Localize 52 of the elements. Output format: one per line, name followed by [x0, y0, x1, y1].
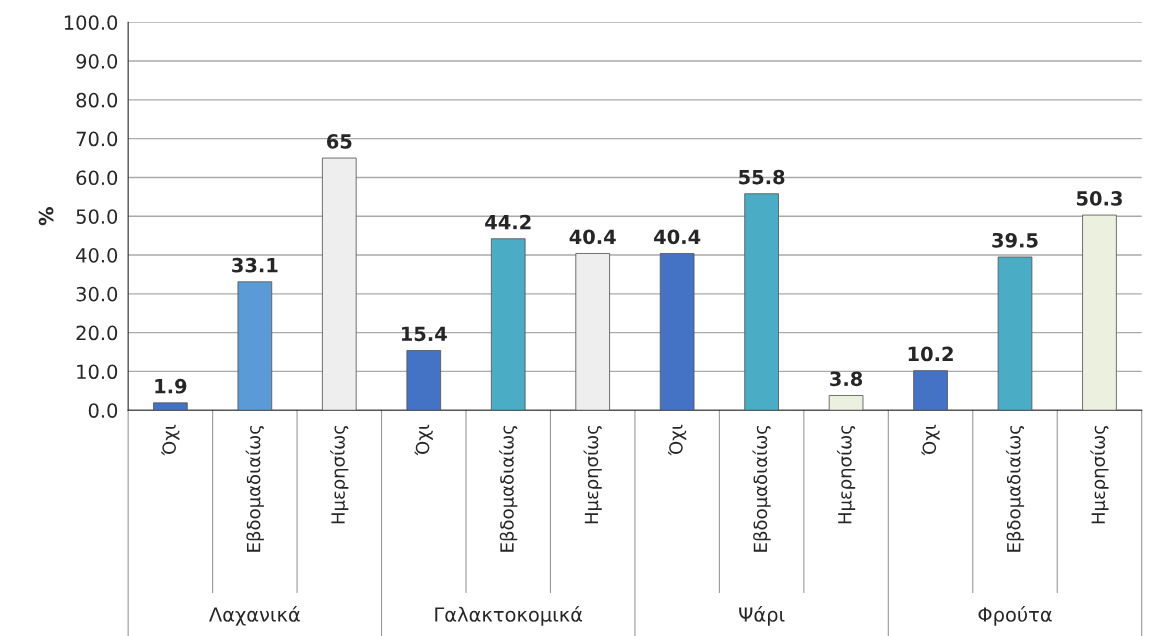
y-tick-label: 90.0	[76, 54, 118, 69]
bar	[1082, 214, 1117, 411]
y-tick-label: 40.0	[76, 247, 118, 263]
x-tick-label: Εβδομαδιαίως	[245, 425, 264, 552]
x-tick-label: Ημερησίως	[583, 425, 602, 524]
y-tick-label: 100.0	[64, 15, 118, 30]
y-tick-label: 60.0	[76, 170, 118, 186]
y-tick-label: 50.0	[76, 209, 118, 224]
x-tick-label: Εβδομαδιαίως	[752, 425, 771, 552]
data-label: 10.2	[908, 346, 953, 362]
data-label: 39.5	[992, 232, 1038, 248]
bar	[406, 350, 442, 411]
bar	[490, 238, 526, 411]
data-label: 65	[326, 134, 352, 149]
y-tick-label: 10.0	[77, 364, 118, 380]
bar	[659, 253, 695, 411]
y-tick-label: 30.0	[76, 286, 118, 302]
bar	[828, 395, 864, 411]
x-tick-label: Όχι	[921, 424, 940, 456]
bar	[744, 193, 779, 411]
y-tick-label: 80.0	[76, 92, 118, 108]
bar	[321, 157, 357, 411]
y-axis-title: %	[38, 207, 54, 226]
bar	[575, 253, 611, 411]
bar	[997, 256, 1033, 411]
y-tick-label: 70.0	[76, 131, 118, 147]
data-label: 33.1	[232, 257, 278, 273]
text: Γαλακτοκομικά	[435, 606, 583, 626]
y-tick-label: 0.0	[88, 403, 118, 418]
x-tick-label: Εβδομαδιαίως	[499, 425, 518, 552]
data-label: 55.8	[739, 169, 785, 185]
bar	[153, 402, 188, 411]
data-label: 15.4	[401, 326, 447, 342]
data-label: 40.4	[569, 229, 616, 245]
x-tick-label: Ημερησίως	[1090, 425, 1109, 524]
text: Φρούτα	[978, 606, 1052, 626]
data-label: 50.3	[1076, 191, 1122, 206]
y-tick-label: 20.0	[76, 325, 118, 341]
data-label: 44.2	[485, 214, 531, 230]
data-label: 40.4	[654, 229, 701, 245]
bar	[913, 370, 948, 411]
data-label: 1.9	[155, 378, 187, 394]
x-tick-label: Όχι	[161, 424, 180, 456]
data-label: 3.8	[830, 371, 863, 387]
x-tick-label: Εβδομαδιαίως	[1005, 425, 1025, 552]
x-tick-label: Ημερησίως	[836, 425, 856, 524]
text: Ψάρι	[739, 606, 785, 626]
x-tick-label: Όχι	[414, 424, 433, 456]
bar	[237, 281, 273, 411]
x-tick-label: Ημερησίως	[330, 425, 349, 524]
text: Λαχανικά	[209, 606, 300, 626]
x-tick-label: Όχι	[668, 424, 687, 456]
